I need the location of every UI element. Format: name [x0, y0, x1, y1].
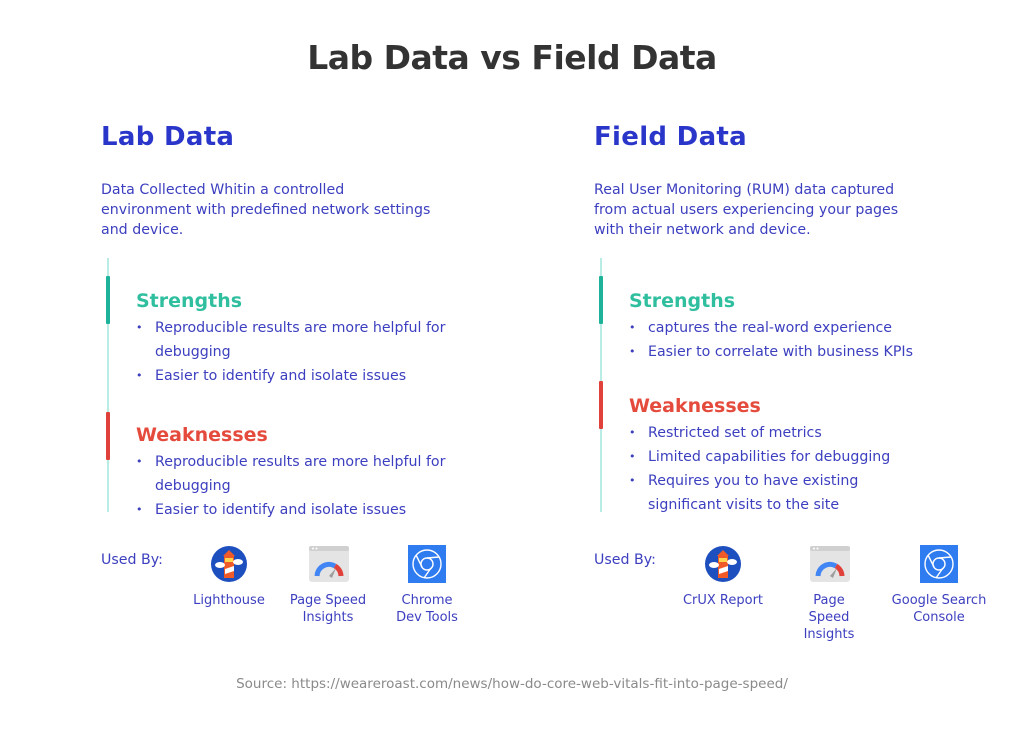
strengths-heading: Strengths	[629, 290, 736, 312]
strengths-list: captures the real-word experience Easier…	[629, 316, 969, 364]
list-item: Easier to correlate with business KPIs	[629, 340, 969, 364]
weaknesses-list: Reproducible results are more helpful fo…	[136, 450, 476, 522]
lab-data-description: Data Collected Whitin a controlled envir…	[101, 182, 431, 238]
tool-page-speed-insights: Page Speed Insights	[774, 544, 884, 643]
timeline-line	[107, 258, 109, 512]
tool-chrome-dev-tools: Chrome Dev Tools	[372, 544, 482, 626]
pagespeed-gauge-icon	[308, 544, 349, 584]
list-item: Reproducible results are more helpful fo…	[136, 450, 455, 498]
tool-label: Page Speed Insights	[803, 593, 855, 642]
weaknesses-heading: Weaknesses	[136, 424, 268, 446]
page-title: Lab Data vs Field Data	[307, 38, 717, 77]
source-citation: Source: https://weareroast.com/news/how-…	[236, 676, 788, 692]
used-by-label: Used By:	[594, 552, 656, 568]
list-item: Easier to identify and isolate issues	[136, 364, 476, 388]
tool-page-speed-insights: Page Speed Insights	[273, 544, 383, 626]
tool-label: Chrome Dev Tools	[396, 593, 458, 625]
weaknesses-marker	[106, 412, 110, 460]
list-item: Requires you to have existing significan…	[629, 469, 898, 517]
list-item: captures the real-word experience	[629, 316, 969, 340]
field-data-heading: Field Data	[594, 122, 747, 152]
chrome-icon	[407, 544, 447, 584]
tool-google-search-console: Google Search Console	[884, 544, 994, 626]
field-data-column: Field Data Real User Monitoring (RUM) da…	[594, 0, 1014, 734]
lighthouse-icon	[209, 544, 249, 584]
used-by-label: Used By:	[101, 552, 163, 568]
list-item: Restricted set of metrics	[629, 421, 969, 445]
field-data-description: Real User Monitoring (RUM) data captured…	[594, 182, 899, 238]
weaknesses-list: Restricted set of metrics Limited capabi…	[629, 421, 969, 517]
strengths-marker	[599, 276, 603, 324]
list-item: Easier to identify and isolate issues	[136, 498, 476, 522]
weaknesses-heading: Weaknesses	[629, 395, 761, 417]
lab-data-column: Lab Data Data Collected Whitin a control…	[101, 0, 521, 734]
strengths-marker	[106, 276, 110, 324]
tool-label: CrUX Report	[682, 593, 764, 608]
list-item: Reproducible results are more helpful fo…	[136, 316, 455, 364]
strengths-heading: Strengths	[136, 290, 243, 312]
tool-label: Page Speed Insights	[289, 593, 367, 625]
lighthouse-icon	[703, 544, 743, 584]
weaknesses-marker	[599, 381, 603, 429]
pagespeed-gauge-icon	[809, 544, 850, 584]
tool-crux-report: CrUX Report	[668, 544, 778, 609]
list-item: Limited capabilities for debugging	[629, 445, 969, 469]
lab-data-heading: Lab Data	[101, 122, 235, 152]
tool-label: Lighthouse	[193, 593, 265, 608]
tool-label: Google Search Console	[891, 593, 987, 625]
tool-lighthouse: Lighthouse	[174, 544, 284, 609]
chrome-icon	[919, 544, 959, 584]
strengths-list: Reproducible results are more helpful fo…	[136, 316, 476, 388]
